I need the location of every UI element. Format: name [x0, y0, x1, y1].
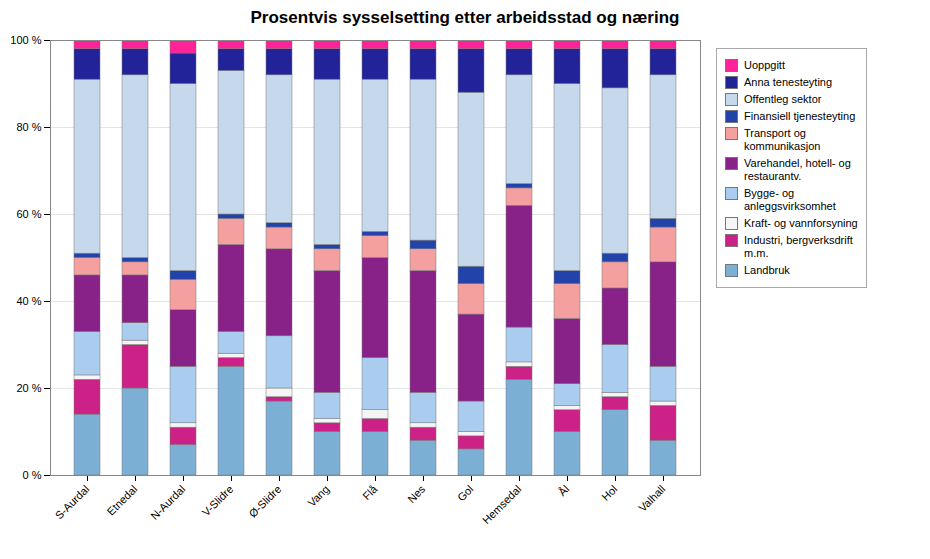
html-text:Offentleg sektor: Offentleg sektor: [744, 93, 822, 105]
svg-text:Hemsedal: Hemsedal: [480, 483, 524, 527]
svg-text:20 %: 20 %: [16, 382, 41, 394]
svg-text:80 %: 80 %: [16, 121, 41, 133]
html-text:Transport og kommunikasjon: Transport og kommunikasjon: [744, 127, 821, 152]
svg-text:N-Aurdal: N-Aurdal: [148, 483, 187, 522]
svg-text:Nes: Nes: [405, 482, 428, 505]
svg-text:Valhall: Valhall: [636, 483, 667, 514]
svg-text:Flå: Flå: [360, 482, 380, 502]
svg-text:60 %: 60 %: [16, 208, 41, 220]
svg-text:S-Aurdal: S-Aurdal: [53, 483, 92, 522]
html-text:Uoppgitt: Uoppgitt: [744, 59, 785, 71]
svg-text:Hol: Hol: [599, 483, 619, 503]
html-text:Varehandel, hotell- og restaur: Varehandel, hotell- og restaurantv.: [744, 157, 851, 182]
svg-text:V-Slidre: V-Slidre: [200, 483, 236, 519]
svg-text:Ø-Slidre: Ø-Slidre: [246, 483, 283, 520]
html-text:Anna tenesteyting: Anna tenesteyting: [744, 76, 833, 88]
html-text:Kraft- og vannforsyning: Kraft- og vannforsyning: [744, 217, 858, 229]
svg-text:40 %: 40 %: [16, 295, 41, 307]
svg-text:Etnedal: Etnedal: [105, 483, 140, 518]
html-text:Bygge- og anleggsvirksomhet: Bygge- og anleggsvirksomhet: [744, 187, 836, 212]
svg-text:Vang: Vang: [305, 483, 331, 509]
html-text:Landbruk: Landbruk: [744, 264, 790, 276]
html-text:Prosentvis sysselsetting etter: Prosentvis sysselsetting etter arbeidsst…: [250, 8, 680, 27]
html-text:Finansiell tjenesteyting: Finansiell tjenesteyting: [744, 110, 856, 122]
svg-text:0 %: 0 %: [23, 469, 42, 481]
html-text:Industri, bergverksdrift m.m.: Industri, bergverksdrift m.m.: [744, 234, 853, 259]
svg-text:100 %: 100 %: [10, 34, 41, 46]
svg-text:Gol: Gol: [455, 483, 476, 504]
svg-text:Ål: Ål: [556, 483, 571, 498]
